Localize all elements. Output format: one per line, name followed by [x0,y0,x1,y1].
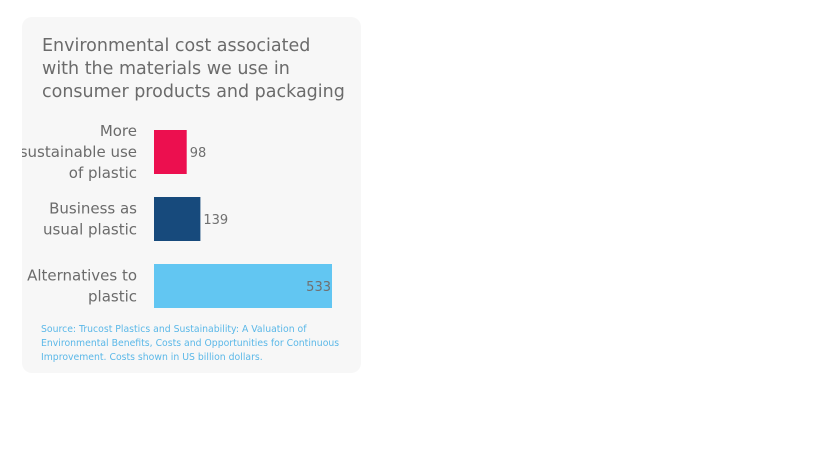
chart-source-note: Source: Trucost Plastics and Sustainabil… [41,324,340,363]
category-label-line: usual plastic [43,221,137,239]
category-label-1: Business as usual plastic [43,200,137,239]
category-label-line: plastic [88,288,137,306]
value-label-0: 98 [190,146,207,161]
category-label-line: More [100,122,137,140]
value-label-2: 533 [306,280,331,295]
chart-card: Environmental cost associated with the m… [22,17,361,373]
category-label-line: Alternatives to [27,267,137,285]
bar-2 [154,264,332,308]
category-label-line: sustainable use [22,143,137,161]
bar-0 [154,130,187,174]
chart-title: Environmental cost associated with the m… [42,36,345,102]
category-label-line: of plastic [69,164,137,182]
bar-chart: More sustainable use of plastic 98 Business … [22,122,332,308]
bar-1 [154,197,201,241]
value-label-1: 139 [203,213,228,228]
category-label-2: Alternatives to plastic [27,267,137,306]
category-label-0: More sustainable use of plastic [22,122,137,182]
category-label-line: Business as [49,200,137,218]
